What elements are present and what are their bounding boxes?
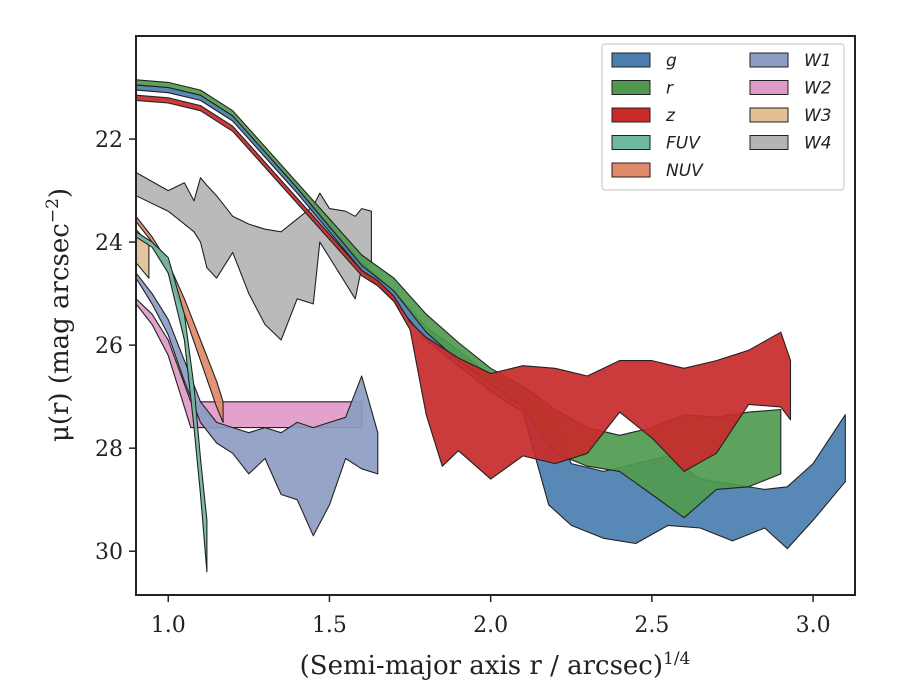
- x-tick-label: 1.5: [312, 613, 347, 638]
- legend-label: g: [666, 51, 677, 71]
- legend-items: grz FUV NUV W1 W2 W3 W4: [611, 51, 832, 181]
- y-axis-label-suffix: ): [45, 188, 75, 198]
- x-axis-ticks: 1.0 1.5 2.0 2.5 3.0: [151, 595, 831, 638]
- y-axis-ticks: 22 24 26 28 30: [95, 128, 136, 565]
- legend-item-w1: W1: [749, 51, 832, 71]
- y-tick-label: 26: [95, 334, 123, 359]
- legend-label: z: [665, 106, 676, 126]
- legend-swatch: [611, 52, 651, 68]
- legend-item-r: r: [611, 79, 674, 99]
- band-r: [136, 79, 782, 519]
- legend-swatch: [611, 135, 651, 150]
- y-axis-label-text: μ(r) (mag arcsec: [45, 223, 75, 442]
- band-w1: [136, 272, 379, 537]
- legend-item-z: z: [611, 106, 676, 126]
- legend-swatch: [611, 80, 651, 95]
- legend-swatch: [749, 52, 789, 68]
- y-tick-label: 24: [95, 231, 123, 256]
- y-tick-label: 28: [95, 437, 123, 462]
- y-tick-label: 30: [95, 540, 123, 565]
- x-tick-label: 3.0: [796, 613, 831, 638]
- legend-label: W1: [804, 51, 832, 71]
- y-axis-label-exponent: −2: [43, 198, 63, 223]
- legend-label: NUV: [666, 161, 704, 181]
- legend-item-w3: W3: [749, 106, 832, 126]
- band-fuv: [136, 231, 208, 573]
- x-tick-label: 2.0: [473, 613, 508, 638]
- band-z: [136, 94, 792, 480]
- legend-label: W4: [804, 134, 832, 154]
- x-tick-label: 1.0: [151, 613, 186, 638]
- legend: grz FUV NUV W1 W2 W3 W4: [601, 43, 845, 191]
- legend-swatch: [749, 107, 789, 123]
- x-axis-label-exponent: 1/4: [663, 649, 690, 669]
- plot-frame: [135, 35, 856, 596]
- legend-item-w4: W4: [749, 134, 832, 154]
- legend-swatch: [611, 162, 651, 178]
- legend-swatch: [611, 107, 651, 123]
- band-w4: [136, 171, 372, 341]
- x-axis-label: (Semi-major axis r / arcsec)1/4: [300, 649, 691, 681]
- legend-swatch: [749, 80, 789, 95]
- legend-label: W2: [804, 79, 832, 99]
- profile-bands: [136, 79, 846, 573]
- legend-item-w2: W2: [749, 79, 832, 99]
- legend-item-fuv: FUV: [611, 134, 701, 154]
- legend-label: r: [666, 79, 674, 99]
- legend-label: FUV: [666, 134, 701, 154]
- y-tick-label: 22: [95, 128, 123, 153]
- y-axis-label: μ(r) (mag arcsec−2): [43, 188, 75, 442]
- x-axis-label-text: (Semi-major axis r / arcsec): [300, 651, 663, 681]
- legend-label: W3: [804, 106, 832, 126]
- legend-item-nuv: NUV: [611, 161, 704, 181]
- legend-swatch: [749, 135, 789, 150]
- band-w2: [136, 298, 363, 429]
- legend-item-g: g: [611, 51, 677, 71]
- x-tick-label: 2.5: [634, 613, 669, 638]
